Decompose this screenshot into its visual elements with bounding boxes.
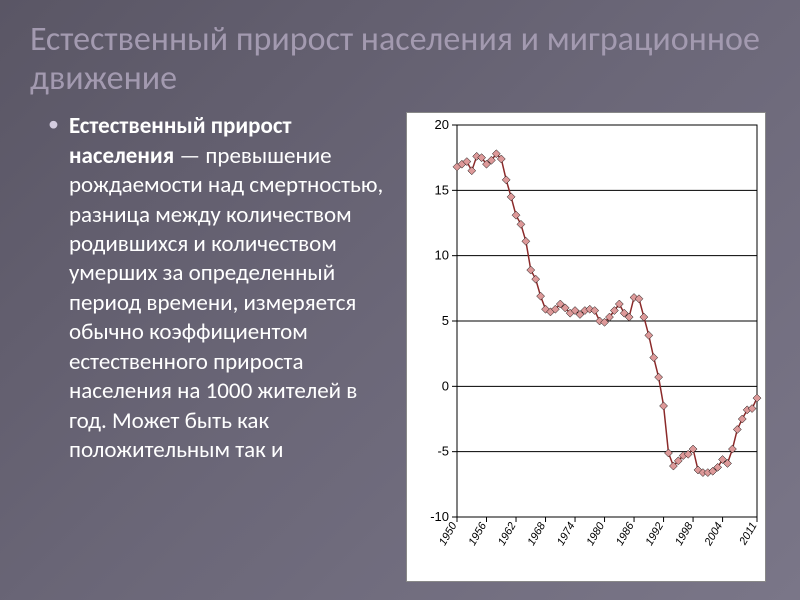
bullet-item: • Естественный прирост населения — превы… bbox=[48, 112, 390, 465]
slide-title: Естественный прирост населения и миграци… bbox=[30, 20, 770, 98]
svg-text:1968: 1968 bbox=[525, 520, 548, 548]
svg-text:1998: 1998 bbox=[673, 520, 696, 548]
svg-text:10: 10 bbox=[435, 248, 449, 263]
body-paragraph: Естественный прирост населения — превыше… bbox=[69, 112, 390, 465]
svg-text:5: 5 bbox=[442, 313, 449, 328]
svg-text:1962: 1962 bbox=[496, 521, 519, 548]
svg-text:20: 20 bbox=[435, 117, 449, 132]
svg-text:2011: 2011 bbox=[737, 521, 760, 548]
svg-text:2004: 2004 bbox=[702, 521, 725, 549]
chart-box: -10-505101520195019561962196819741980198… bbox=[406, 112, 766, 582]
body-rest: — превышение рождаемости над смертностью… bbox=[69, 142, 383, 464]
svg-text:0: 0 bbox=[442, 379, 449, 394]
svg-text:15: 15 bbox=[435, 183, 449, 198]
svg-text:1986: 1986 bbox=[614, 520, 637, 548]
svg-text:1980: 1980 bbox=[585, 520, 608, 548]
svg-text:1992: 1992 bbox=[644, 521, 667, 548]
svg-text:-5: -5 bbox=[437, 444, 449, 459]
content-row: • Естественный прирост населения — превы… bbox=[30, 112, 770, 600]
population-chart: -10-505101520195019561962196819741980198… bbox=[407, 113, 767, 583]
svg-text:1974: 1974 bbox=[555, 521, 578, 548]
slide-container: Естественный прирост населения и миграци… bbox=[0, 0, 800, 600]
svg-text:1956: 1956 bbox=[466, 520, 489, 548]
svg-text:-10: -10 bbox=[430, 509, 449, 524]
chart-column: -10-505101520195019561962196819741980198… bbox=[406, 112, 770, 600]
text-column: • Естественный прирост населения — превы… bbox=[30, 112, 390, 600]
bullet-glyph: • bbox=[48, 112, 59, 465]
